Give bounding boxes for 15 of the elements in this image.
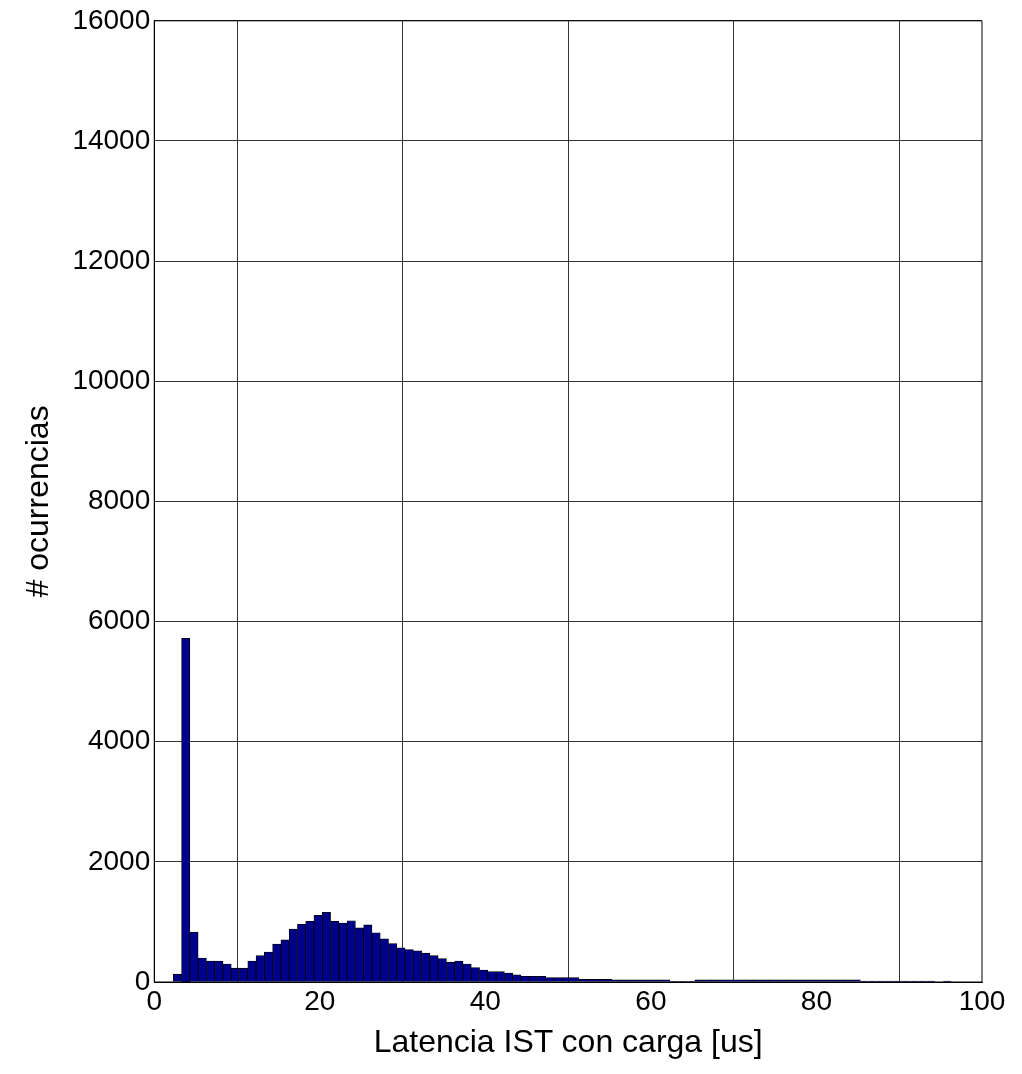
y-tick-label: 10000 (72, 363, 151, 395)
y-tick-label: 12000 (72, 243, 151, 275)
x-tick-label: 80 (800, 984, 833, 1016)
y-tick-label: 2000 (87, 844, 151, 876)
y-tick-label: 16000 (72, 3, 151, 35)
y-tick-label: 14000 (72, 123, 151, 155)
x-tick-label: 20 (304, 984, 336, 1016)
x-tick-label: 60 (635, 984, 667, 1016)
x-tick-label: 100 (958, 984, 1006, 1016)
y-tick-label: 6000 (87, 604, 151, 636)
y-tick-label: 8000 (87, 484, 151, 516)
x-axis-title: Latencia IST con carga [us] (373, 1022, 763, 1059)
x-tick-label: 40 (469, 984, 501, 1016)
y-axis-title: # ocurrencias (19, 405, 56, 598)
y-tick-label: 4000 (87, 724, 151, 756)
